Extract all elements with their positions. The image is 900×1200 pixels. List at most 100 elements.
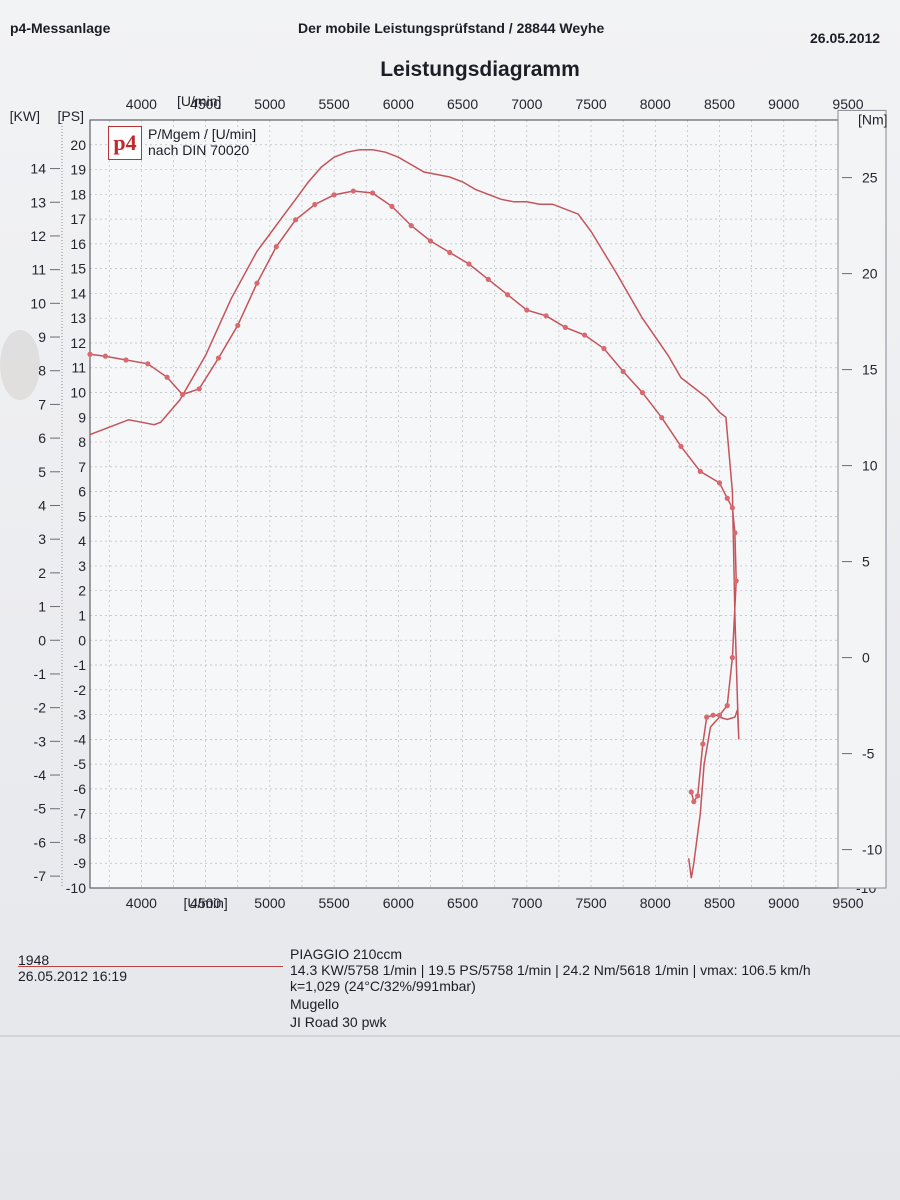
- torque-data-point: [504, 292, 511, 298]
- kw-tick-label: -7: [34, 868, 47, 884]
- torque-data-point: [292, 217, 299, 223]
- torque-data-point: [733, 578, 739, 584]
- torque-data-point: [639, 390, 646, 396]
- nm-tick-label: 5: [862, 554, 870, 570]
- ps-left-tick-label: 20: [70, 137, 86, 153]
- torque-data-point: [273, 244, 279, 250]
- torque-data-point: [700, 741, 706, 747]
- torque-data-point: [620, 368, 626, 375]
- torque-data-point: [732, 530, 738, 536]
- torque-data-point: [350, 188, 356, 194]
- ps-left-tick-label: -3: [74, 707, 87, 723]
- x-tick-label-top: 7000: [511, 96, 542, 112]
- x-tick-label-top: 8000: [640, 96, 671, 112]
- ps-left-tick-label: 3: [78, 558, 86, 574]
- ps-left-tick-label: 15: [70, 261, 86, 277]
- series-line-p: [89, 148, 740, 879]
- x-tick-label-bottom: 6500: [447, 895, 478, 911]
- legend-line-2: nach DIN 70020: [148, 142, 250, 158]
- nm-unit-label: [Nm]: [858, 111, 888, 127]
- nm-tick-label: 25: [862, 170, 878, 186]
- torque-data-point: [688, 789, 694, 795]
- torque-data-point: [164, 374, 170, 380]
- header-left: p4-Messanlage: [10, 20, 111, 36]
- torque-data-point: [716, 712, 723, 718]
- nm-tick-label: -5: [862, 746, 875, 762]
- ps-left-tick-label: -9: [74, 855, 87, 871]
- torque-data-point: [408, 223, 414, 229]
- x-tick-label-bottom: 6000: [383, 895, 414, 911]
- ps-left-tick-label: 11: [71, 360, 86, 376]
- kw-tick-label: 14: [30, 161, 46, 177]
- footer-note: JI Road 30 pwk: [290, 1014, 387, 1030]
- kw-tick-label: -5: [34, 801, 47, 817]
- x-tick-label-top: 6000: [383, 96, 414, 112]
- ps-left-tick-label: 2: [78, 583, 86, 599]
- kw-tick-label: -1: [34, 666, 47, 682]
- header-center: Der mobile Leistungsprüfstand / 28844 We…: [298, 20, 605, 36]
- ps-left-tick-label: -2: [74, 682, 87, 698]
- kw-tick-label: 8: [38, 363, 46, 379]
- kw-tick-label: -2: [34, 700, 47, 716]
- torque-data-point: [697, 468, 703, 474]
- chart-legend: P/Mgem / [U/min] nach DIN 70020: [148, 126, 256, 158]
- x-tick-label-bottom: 9500: [832, 895, 863, 911]
- footer-vehicle: PIAGGIO 210ccm: [290, 946, 403, 962]
- torque-data-point: [466, 261, 472, 267]
- x-tick-label-bottom: 8500: [704, 895, 735, 911]
- torque-data-point: [102, 353, 109, 359]
- x-tick-label-bottom: 7500: [575, 895, 606, 911]
- x-unit-label-top: [U/min]: [177, 93, 221, 109]
- ps-left-unit-label: [PS]: [58, 108, 84, 124]
- kw-tick-label: 12: [30, 228, 46, 244]
- ps-left-tick-label: 5: [78, 508, 86, 524]
- nm-tick-label: 0: [862, 650, 870, 666]
- nm-tick-label: 10: [862, 458, 878, 474]
- paper-fold: [0, 1035, 900, 1037]
- kw-tick-label: 3: [38, 531, 46, 547]
- nm-tick-label: 20: [862, 266, 878, 282]
- torque-data-point: [389, 203, 395, 209]
- torque-data-point: [724, 495, 730, 501]
- torque-data-point: [543, 313, 549, 319]
- ps-left-tick-label: 13: [70, 310, 86, 326]
- kw-tick-label: 2: [38, 565, 46, 581]
- x-tick-label-top: 5500: [319, 96, 350, 112]
- torque-data-point: [716, 480, 723, 486]
- p4-logo: p4: [108, 126, 142, 160]
- torque-data-point: [524, 307, 530, 313]
- footer-correction: k=1,029 (24°C/32%/991mbar): [290, 978, 476, 994]
- ps-left-tick-label: -4: [74, 731, 87, 747]
- ps-left-tick-label: 7: [78, 459, 86, 475]
- x-tick-label-bottom: 8000: [640, 895, 671, 911]
- paper-stain: [0, 330, 40, 400]
- header-date: 26.05.2012: [810, 30, 881, 46]
- footer-stats: 14.3 KW/5758 1/min | 19.5 PS/5758 1/min …: [290, 962, 811, 978]
- torque-data-point: [179, 391, 186, 398]
- kw-tick-label: 11: [31, 262, 46, 278]
- ps-left-tick-label: 10: [70, 385, 86, 401]
- torque-data-point: [724, 703, 730, 709]
- x-tick-label-top: 9000: [768, 96, 799, 112]
- torque-data-point: [254, 280, 260, 286]
- kw-tick-label: 1: [38, 599, 46, 615]
- footer-track: Mugello: [290, 996, 340, 1012]
- x-tick-label-top: 9500: [832, 96, 863, 112]
- torque-data-point: [704, 714, 710, 720]
- ps-left-tick-label: 0: [78, 632, 86, 648]
- plot-area: [90, 120, 848, 888]
- ps-left-tick-label: -10: [66, 880, 86, 896]
- kw-tick-label: 9: [38, 329, 46, 345]
- torque-data-point: [87, 351, 93, 357]
- torque-data-point: [123, 357, 129, 363]
- x-tick-label-top: 8500: [704, 96, 735, 112]
- ps-left-tick-label: -8: [74, 830, 87, 846]
- torque-data-point: [427, 238, 434, 244]
- ps-left-tick-label: 18: [70, 186, 86, 202]
- x-tick-label-bottom: 4000: [126, 895, 157, 911]
- ps-left-tick-label: 9: [78, 409, 86, 425]
- kw-tick-label: 6: [38, 430, 46, 446]
- chart-title: Leistungsdiagramm: [380, 58, 580, 81]
- ps-left-tick-label: 17: [70, 211, 86, 227]
- torque-data-point: [678, 443, 684, 449]
